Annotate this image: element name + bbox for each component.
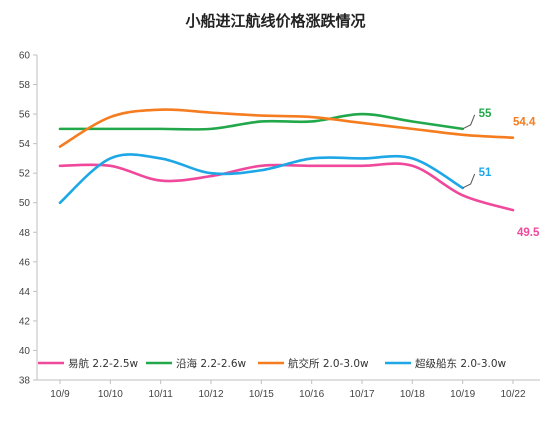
x-tick-label: 10/9 bbox=[50, 389, 70, 400]
x-tick-label: 10/16 bbox=[299, 389, 324, 400]
x-tick-label: 10/10 bbox=[98, 389, 123, 400]
y-tick-label: 58 bbox=[19, 80, 31, 91]
y-tick-label: 56 bbox=[19, 110, 31, 121]
series-line bbox=[58, 162, 515, 212]
series-line bbox=[58, 112, 464, 131]
chart-title: 小船进江航线价格涨跌情况 bbox=[185, 12, 366, 30]
y-tick-label: 46 bbox=[19, 257, 31, 268]
x-tick-label: 10/11 bbox=[149, 389, 174, 400]
y-tick-label: 50 bbox=[19, 198, 31, 209]
x-tick-label: 10/17 bbox=[349, 389, 374, 400]
y-tick-label: 60 bbox=[19, 51, 31, 62]
legend-label: 易航 2.2-2.5w bbox=[68, 357, 139, 370]
y-tick-label: 38 bbox=[19, 376, 31, 387]
series-line bbox=[58, 153, 464, 205]
y-tick-label: 48 bbox=[19, 228, 31, 239]
x-tick-label: 10/12 bbox=[198, 389, 223, 400]
series-line bbox=[58, 108, 515, 148]
x-tick-label: 10/19 bbox=[450, 389, 475, 400]
y-tick-label: 44 bbox=[19, 287, 31, 298]
y-tick-label: 40 bbox=[19, 346, 31, 357]
end-label-connector bbox=[462, 173, 476, 189]
y-tick-label: 54 bbox=[19, 139, 31, 150]
legend-label: 沿海 2.2-2.6w bbox=[176, 357, 247, 370]
legend-label: 航交所 2.0-3.0w bbox=[288, 357, 369, 370]
x-tick-label: 10/18 bbox=[400, 389, 425, 400]
end-value-label: 55 bbox=[479, 108, 492, 120]
y-tick-label: 42 bbox=[19, 316, 31, 327]
x-tick-label: 10/22 bbox=[500, 389, 525, 400]
end-label-connector bbox=[462, 114, 476, 130]
end-value-label: 54.4 bbox=[513, 117, 536, 129]
y-tick-label: 52 bbox=[19, 169, 31, 180]
end-value-label: 49.5 bbox=[517, 227, 540, 239]
end-value-label: 51 bbox=[479, 167, 492, 179]
x-tick-label: 10/15 bbox=[249, 389, 274, 400]
legend-label: 超级船东 2.0-3.0w bbox=[415, 357, 507, 370]
